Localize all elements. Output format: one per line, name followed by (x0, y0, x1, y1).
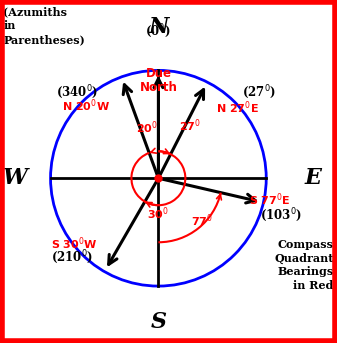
Text: 27$^0$: 27$^0$ (179, 118, 202, 134)
Text: 77$^0$: 77$^0$ (191, 212, 213, 229)
Text: N 20$^0$W: N 20$^0$W (62, 97, 110, 114)
Text: (340$^0$): (340$^0$) (56, 83, 99, 101)
Text: N 27$^0$E: N 27$^0$E (216, 99, 259, 116)
Text: S 77$^0$E: S 77$^0$E (249, 192, 290, 209)
Text: (210$^0$): (210$^0$) (51, 249, 94, 266)
Text: E: E (305, 167, 322, 189)
Text: 30$^0$: 30$^0$ (147, 205, 170, 222)
Text: (Azumiths
in
Parentheses): (Azumiths in Parentheses) (3, 7, 85, 45)
Text: N: N (148, 16, 168, 38)
Text: (27$^0$): (27$^0$) (243, 83, 276, 101)
Text: 20$^0$: 20$^0$ (135, 119, 158, 136)
Text: S 30$^0$W: S 30$^0$W (51, 236, 97, 252)
Text: S: S (150, 311, 166, 333)
Text: (0$^0$): (0$^0$) (146, 23, 171, 40)
Text: Due
North: Due North (140, 67, 177, 94)
Text: Compass
Quadrant
Bearings
in Red: Compass Quadrant Bearings in Red (274, 239, 334, 291)
Text: (103$^0$): (103$^0$) (260, 206, 303, 224)
Text: W: W (3, 167, 28, 189)
